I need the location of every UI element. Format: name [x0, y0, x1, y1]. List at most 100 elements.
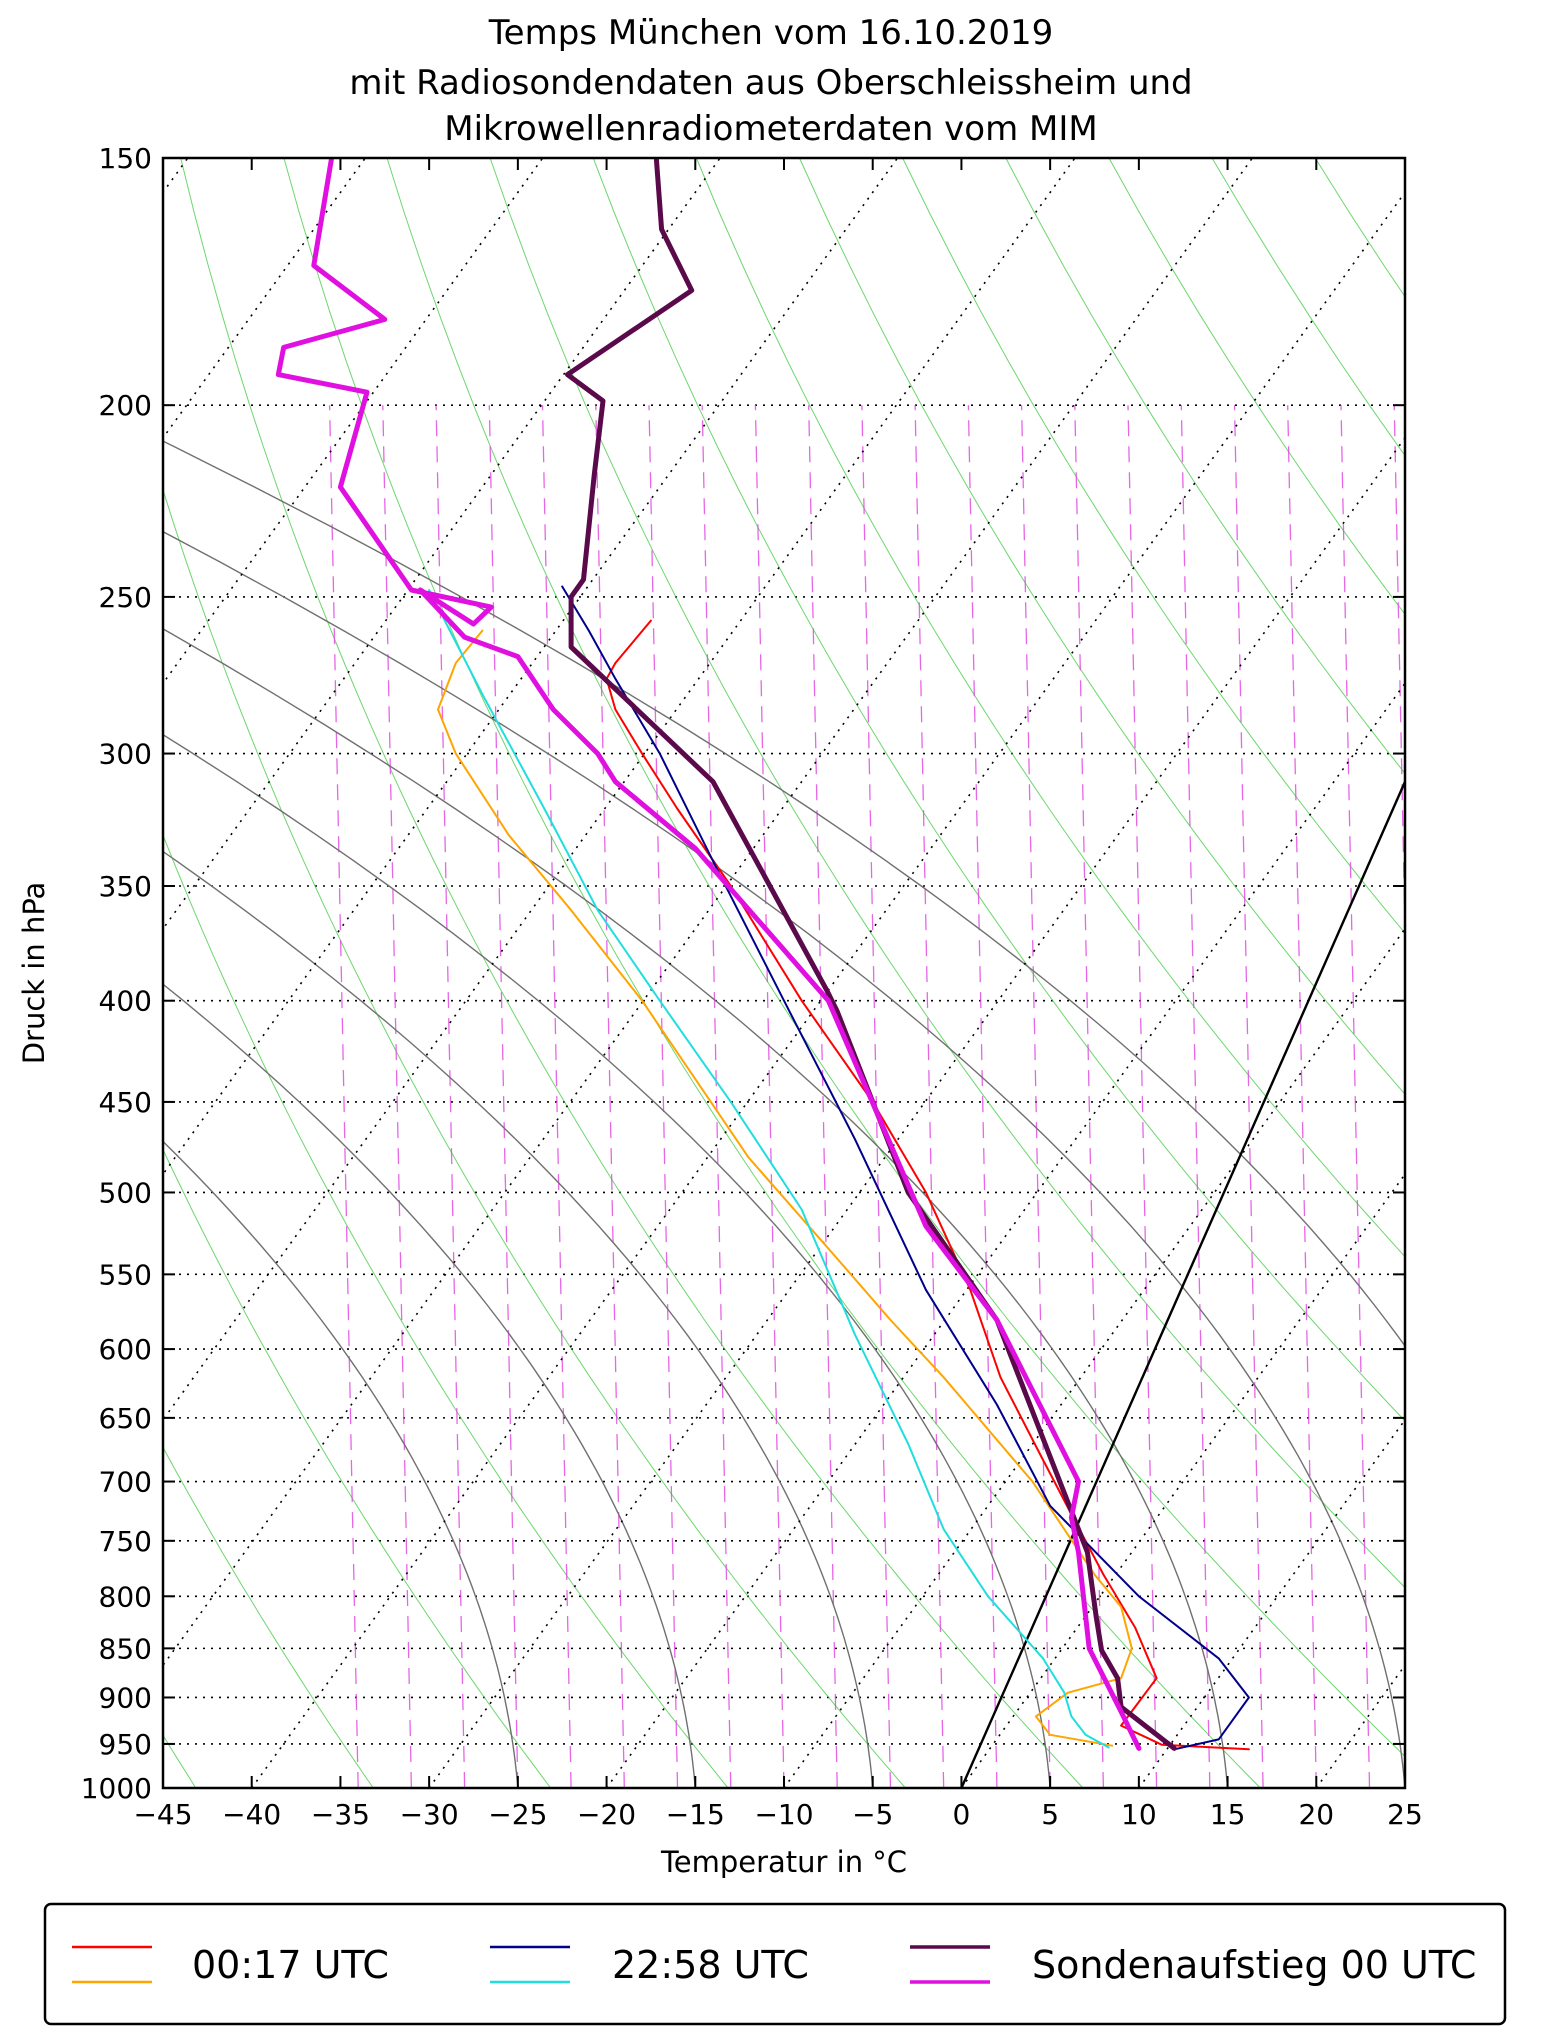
plot-grid	[0, 99, 1542, 1788]
y-tick-label: 800	[99, 1580, 152, 1613]
legend-label-sonde: Sondenaufstieg 00 UTC	[1032, 1943, 1476, 1987]
y-tick-label: 350	[99, 870, 152, 903]
isotherm-line	[428, 436, 1405, 1788]
reference-line	[960, 781, 1405, 1788]
mixing-ratio-line	[328, 405, 359, 1788]
dry-adiabat-line	[798, 158, 1405, 1095]
y-tick-label: 300	[99, 738, 152, 771]
mixing-ratio-line	[1180, 405, 1211, 1788]
legend-label-0017: 00:17 UTC	[192, 1943, 389, 1987]
y-tick-label: 600	[99, 1333, 152, 1366]
y-tick-label: 250	[99, 581, 152, 614]
mixing-ratio-line	[488, 405, 519, 1788]
title-line-1: Temps München vom 16.10.2019	[488, 13, 1054, 53]
y-axis-label: Druck in hPa	[17, 882, 51, 1065]
series-line-1	[605, 619, 1250, 1751]
dry-adiabat-line	[283, 158, 1261, 1788]
series-line-6	[275, 158, 1142, 1751]
y-tick-label: 400	[99, 985, 152, 1018]
data-series	[275, 158, 1250, 1751]
mixing-ratio-line	[701, 405, 732, 1788]
isotherm-line	[960, 1172, 1405, 1788]
dry-adiabat-line	[1314, 158, 1405, 298]
dry-adiabat-line	[695, 158, 1405, 1258]
series-line-5	[565, 158, 1177, 1751]
x-tick-label: −5	[852, 1798, 893, 1831]
dry-adiabat-line	[386, 158, 1405, 1758]
moist-adiabat-line	[163, 850, 874, 1788]
moist-adiabat-line	[163, 628, 1229, 1788]
mixing-ratio-line	[1127, 405, 1158, 1788]
dry-adiabat-line	[902, 158, 1405, 935]
x-tick-label: −40	[222, 1798, 281, 1831]
isotherm-line	[1138, 1418, 1405, 1788]
isotherm-line	[251, 190, 1405, 1788]
x-tick-label: 25	[1387, 1798, 1423, 1831]
series-line-4	[428, 589, 1110, 1749]
mixing-ratio-line	[1233, 405, 1264, 1788]
mixing-ratio-line	[967, 405, 998, 1788]
title-line-3: Mikrowellenradiometerdaten vom MIM	[444, 109, 1097, 149]
moist-adiabat-line	[163, 733, 1051, 1788]
x-tick-label: 20	[1298, 1798, 1334, 1831]
dry-adiabat-line	[592, 158, 1405, 1422]
isotherm-line	[1315, 1663, 1405, 1788]
dry-adiabat-line	[163, 1446, 374, 1788]
mixing-ratio-line	[808, 405, 838, 1788]
dry-adiabat-line	[1482, 99, 1542, 1788]
y-tick-label: 200	[99, 389, 152, 422]
legend-frame	[43, 1902, 1507, 2026]
legend-label-2258: 22:58 UTC	[612, 1943, 809, 1987]
mixing-ratio-line	[861, 405, 892, 1788]
moist-adiabat-line	[163, 1140, 519, 1788]
x-tick-label: 0	[953, 1798, 971, 1831]
moist-adiabat-line	[163, 983, 696, 1788]
dry-adiabat-line	[1005, 158, 1405, 775]
y-tick-label: 150	[99, 142, 152, 175]
y-tick-label: 450	[99, 1086, 152, 1119]
x-tick-label: −20	[577, 1798, 636, 1831]
x-axis-ticks: −45 −40 −35 −30 −25 −20 −15 −10 −5 0 5 10 15 20 25	[133, 158, 1423, 1831]
mixing-ratio-line	[914, 405, 945, 1788]
x-tick-label: 5	[1041, 1798, 1059, 1831]
y-tick-label: 550	[99, 1258, 152, 1291]
x-tick-label: 10	[1121, 1798, 1157, 1831]
mixing-ratio-line	[595, 405, 625, 1788]
legend: 00:17 UTC 22:58 UTC Sondenaufstieg 00 UT…	[43, 1902, 1507, 2026]
y-tick-label: 650	[99, 1402, 152, 1435]
x-tick-label: −45	[133, 1798, 192, 1831]
isotherm-line	[0, 158, 10, 1788]
chart-title: Temps München vom 16.10.2019 mit Radioso…	[349, 13, 1192, 149]
y-tick-label: 750	[99, 1525, 152, 1558]
y-tick-label: 500	[99, 1176, 152, 1209]
mixing-ratio-line	[382, 405, 413, 1788]
series-line-2	[437, 629, 1133, 1747]
y-tick-label: 1000	[81, 1772, 152, 1805]
dry-adiabat-line	[163, 1148, 552, 1788]
mixing-ratio-line	[1074, 405, 1105, 1788]
isotherm-line	[163, 158, 1076, 1422]
series-line-3	[561, 585, 1250, 1751]
y-tick-label: 950	[99, 1728, 152, 1761]
dry-adiabat-line	[180, 158, 1084, 1788]
title-line-2: mit Radiosondendaten aus Oberschleisshei…	[349, 63, 1192, 103]
moist-adiabat-line	[163, 530, 1405, 1788]
dry-adiabat-line	[163, 488, 906, 1788]
mixing-ratio-line	[1287, 405, 1317, 1788]
y-tick-label: 700	[99, 1466, 152, 1499]
dry-adiabat-line	[0, 99, 18, 1788]
mixing-ratio-line	[754, 405, 785, 1788]
x-tick-label: −25	[488, 1798, 547, 1831]
x-tick-label: −10	[754, 1798, 813, 1831]
dry-adiabat-line	[163, 833, 729, 1788]
dry-adiabat-line	[489, 158, 1405, 1589]
y-tick-label: 850	[99, 1632, 152, 1665]
mixing-ratio-line	[1340, 405, 1371, 1788]
mixing-ratio-line	[648, 405, 679, 1788]
x-axis-label: Temperatur in °C	[660, 1845, 907, 1879]
mixing-ratio-line	[1020, 405, 1051, 1788]
isotherm-line	[163, 158, 544, 685]
y-tick-label: 900	[99, 1681, 152, 1714]
mixing-ratio-line	[1393, 405, 1405, 960]
